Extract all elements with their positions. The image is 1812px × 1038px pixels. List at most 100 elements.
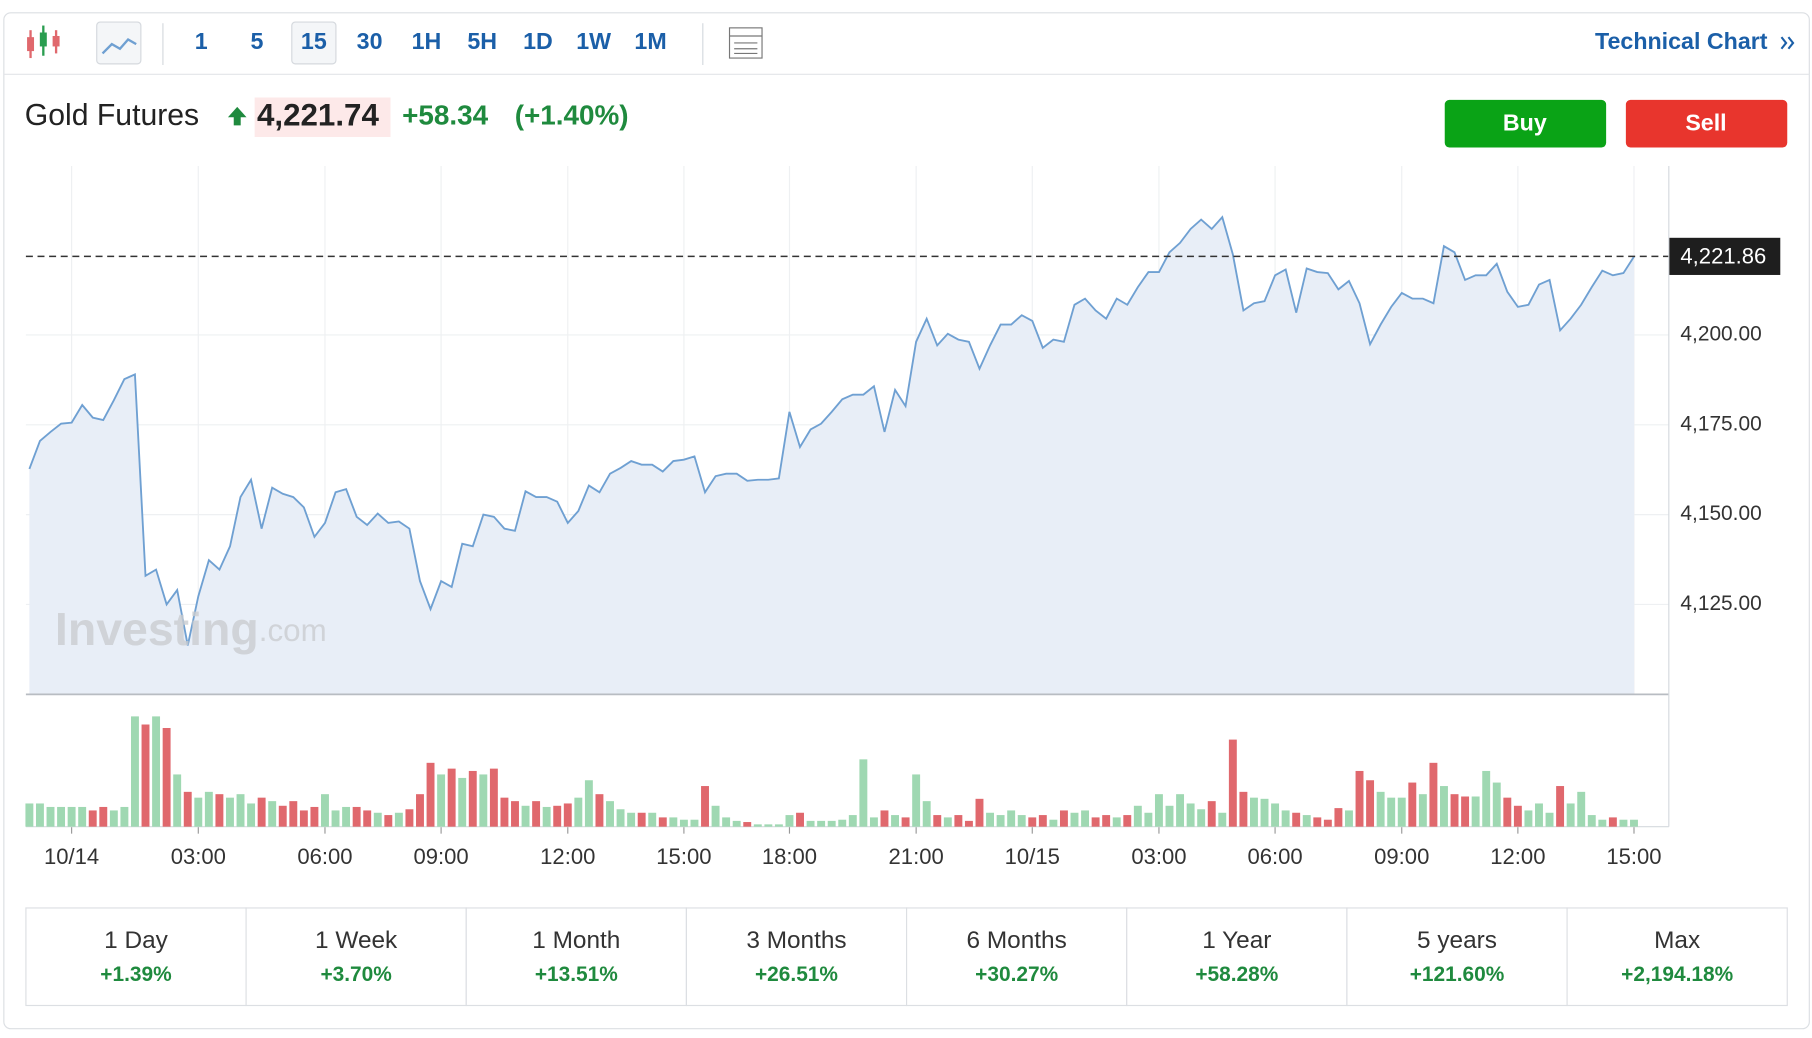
volume-bar <box>722 817 731 827</box>
volume-bar <box>563 803 572 827</box>
watermark: Investing.com <box>55 603 327 655</box>
period-label[interactable]: 1 Week <box>315 927 398 954</box>
interval-button[interactable]: 5 <box>250 28 263 54</box>
interval-button[interactable]: 15 <box>291 21 337 65</box>
period-label[interactable]: 5 years <box>1417 927 1497 954</box>
volume-bar <box>257 797 266 827</box>
volume-bar <box>542 806 551 827</box>
period-change[interactable]: +26.51% <box>755 963 838 986</box>
interval-button[interactable]: 1M <box>634 28 666 54</box>
interval-label[interactable]: 15 <box>301 28 327 54</box>
interval-button[interactable]: 1H <box>412 28 442 54</box>
volume-bar <box>584 780 593 827</box>
buy-label[interactable]: Buy <box>1503 109 1547 135</box>
volume-bar <box>732 820 741 827</box>
interval-active-bg <box>291 21 337 65</box>
volume-bar <box>247 803 256 827</box>
period-box <box>905 907 1128 1007</box>
volume-bar <box>479 774 488 827</box>
volume-bar <box>869 817 878 827</box>
volume-bar <box>226 797 234 827</box>
period-cell[interactable]: Max +2,194.18% <box>1566 907 1788 1007</box>
volume-bar <box>1228 739 1237 827</box>
y-tick-label: 4,125.00 <box>1680 592 1761 615</box>
volume-bar <box>500 797 509 827</box>
sell-label[interactable]: Sell <box>1685 109 1726 135</box>
period-cell[interactable]: 1 Year +58.28% <box>1126 907 1348 1007</box>
volume-bar <box>901 817 910 827</box>
volume-bar <box>975 798 984 827</box>
volume-bar <box>753 824 762 827</box>
period-label[interactable]: 1 Month <box>532 927 620 954</box>
interval-button[interactable]: 1W <box>576 28 611 54</box>
period-label[interactable]: 1 Year <box>1202 927 1271 954</box>
interval-label[interactable]: 30 <box>357 28 383 54</box>
interval-label[interactable]: 5 <box>250 28 263 54</box>
period-change[interactable]: +1.39% <box>100 963 172 986</box>
volume-bar <box>1577 791 1586 827</box>
buy-button[interactable]: Buy <box>1444 99 1607 148</box>
interval-label[interactable]: 1 <box>195 28 208 54</box>
period-cell[interactable]: 3 Months +26.51% <box>685 907 908 1007</box>
period-cell[interactable]: 6 Months +30.27% <box>905 907 1128 1007</box>
volume-bar <box>141 724 150 827</box>
period-cell[interactable]: 1 Day +1.39% <box>25 907 247 1007</box>
period-change[interactable]: +3.70% <box>320 963 392 986</box>
volume-bar <box>880 810 889 827</box>
layout-icon[interactable] <box>728 27 763 59</box>
line-icon[interactable] <box>96 21 142 65</box>
volume-bar <box>57 806 66 827</box>
candle-icon[interactable] <box>27 25 60 59</box>
volume-bar <box>511 801 519 827</box>
volume-bar <box>215 794 224 827</box>
interval-button[interactable]: 1 <box>195 28 208 54</box>
period-cell[interactable]: 1 Month +13.51% <box>465 907 687 1007</box>
interval-button[interactable]: 1D <box>523 28 553 54</box>
volume-bar <box>912 774 921 827</box>
interval-label[interactable]: 1M <box>634 28 666 54</box>
volume-bar <box>363 810 372 827</box>
period-label[interactable]: 3 Months <box>746 927 846 954</box>
interval-label[interactable]: 1H <box>412 28 442 54</box>
interval-button[interactable]: 30 <box>357 28 383 54</box>
period-label[interactable]: 6 Months <box>967 927 1067 954</box>
period-change[interactable]: +2,194.18% <box>1621 963 1733 986</box>
period-label[interactable]: Max <box>1654 927 1700 954</box>
interval-label[interactable]: 5H <box>467 28 497 54</box>
interval-label[interactable]: 1D <box>523 28 553 54</box>
period-change[interactable]: +30.27% <box>975 963 1058 986</box>
volume-bar <box>1387 797 1396 827</box>
volume-bar <box>67 806 76 827</box>
price-highlight <box>254 97 391 138</box>
x-tick-label: 15:00 <box>1606 844 1661 869</box>
interval-label[interactable]: 1W <box>576 28 611 54</box>
x-tick-label: 15:00 <box>656 844 711 869</box>
volume-bar <box>1450 794 1459 827</box>
period-change[interactable]: +58.28% <box>1195 963 1278 986</box>
price: 4,221.74 <box>257 98 380 133</box>
volume-bar <box>1313 817 1322 827</box>
volume-bar <box>658 817 667 827</box>
volume-bar <box>1144 812 1153 827</box>
interval-button[interactable]: 5H <box>467 28 497 54</box>
period-label[interactable]: 1 Day <box>104 927 168 954</box>
volume-bar <box>1260 798 1269 827</box>
price-line <box>28 215 1635 646</box>
volume-bar <box>120 806 129 827</box>
period-cell[interactable]: 5 years +121.60% <box>1346 907 1568 1007</box>
y-tick-label: 4,200.00 <box>1680 322 1761 345</box>
volume-bar <box>130 716 139 827</box>
volume-bar <box>1366 780 1375 827</box>
volume-bar <box>1355 770 1364 827</box>
period-change[interactable]: +13.51% <box>535 963 618 986</box>
technical-chart-link[interactable]: Technical Chart <box>1595 28 1768 54</box>
volume-bar <box>152 716 161 827</box>
period-cell[interactable]: 1 Week +3.70% <box>245 907 467 1007</box>
volume-bar <box>1070 812 1079 827</box>
sell-button[interactable]: Sell <box>1625 99 1788 148</box>
volume-bar <box>891 815 899 827</box>
period-change[interactable]: +121.60% <box>1410 963 1505 986</box>
volume-bar <box>838 819 847 827</box>
up-arrow <box>227 106 247 126</box>
